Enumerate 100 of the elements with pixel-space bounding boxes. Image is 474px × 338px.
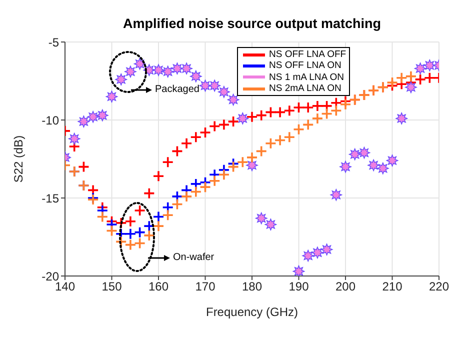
point — [264, 218, 277, 230]
point — [302, 102, 314, 114]
point — [143, 220, 156, 232]
point — [134, 204, 146, 216]
point — [292, 102, 305, 114]
point — [424, 60, 436, 72]
point — [78, 116, 90, 128]
point — [405, 81, 417, 94]
point — [134, 237, 146, 250]
point — [124, 228, 136, 240]
point — [414, 74, 426, 86]
point — [124, 238, 136, 251]
point — [180, 138, 192, 150]
point — [180, 190, 192, 202]
point — [264, 138, 277, 150]
point — [264, 106, 277, 118]
point — [274, 106, 286, 118]
y-tick-label: -10 — [42, 113, 60, 128]
point — [386, 154, 398, 166]
point — [124, 216, 136, 228]
point — [180, 62, 192, 74]
y-tick-label: -15 — [42, 191, 60, 206]
point — [320, 244, 333, 256]
point — [302, 250, 314, 262]
legend-label: NS 1 mA LNA ON — [269, 72, 344, 83]
point — [227, 94, 240, 106]
point — [162, 209, 174, 222]
y-tick-label: -5 — [48, 35, 60, 50]
legend-label: NS OFF LNA ON — [269, 60, 342, 72]
point — [320, 100, 333, 112]
x-axis-title: Frequency (GHz) — [206, 305, 298, 319]
point — [162, 66, 174, 78]
point — [284, 104, 296, 117]
x-tick-label: 210 — [382, 280, 403, 294]
point — [96, 109, 108, 122]
chart-title: Amplified noise source output matching — [122, 16, 382, 31]
point — [405, 70, 417, 82]
point — [246, 152, 258, 164]
point — [377, 162, 389, 174]
point — [190, 131, 202, 144]
x-tick-label: 150 — [102, 280, 122, 294]
point — [424, 72, 436, 84]
point — [115, 236, 127, 248]
point — [330, 188, 342, 201]
point — [312, 112, 324, 124]
point — [115, 217, 127, 229]
x-tick-label: 200 — [335, 280, 356, 294]
point — [152, 64, 164, 76]
point — [330, 104, 342, 117]
point — [68, 132, 80, 145]
x-tick-label: 160 — [148, 280, 169, 294]
point — [199, 80, 212, 92]
point — [171, 145, 184, 158]
point — [190, 178, 202, 190]
legend-label: NS OFF LNA OFF — [269, 49, 346, 60]
point — [302, 118, 314, 131]
point — [227, 160, 240, 173]
point — [96, 210, 108, 223]
point — [208, 120, 220, 132]
point — [190, 186, 202, 198]
point — [171, 198, 184, 210]
point — [162, 156, 174, 168]
point — [246, 110, 258, 123]
legend-label: NS 2mA LNA ON — [269, 82, 342, 94]
point — [87, 110, 99, 123]
point — [106, 90, 118, 102]
point — [218, 86, 230, 98]
point — [190, 70, 202, 82]
point — [414, 62, 426, 74]
point — [236, 156, 249, 168]
point — [386, 76, 398, 88]
y-axis-title: S22 (dB) — [11, 135, 26, 183]
x-tick-label: 190 — [288, 280, 310, 294]
point — [292, 265, 305, 276]
point — [218, 168, 230, 180]
point — [199, 126, 212, 138]
point — [78, 160, 90, 173]
x-tick-label: 220 — [428, 280, 450, 294]
point — [208, 174, 220, 187]
point — [284, 131, 296, 144]
point — [255, 109, 268, 122]
point — [340, 98, 352, 110]
point — [152, 220, 164, 232]
annotation: Packaged — [155, 84, 200, 96]
point — [199, 181, 212, 193]
point — [274, 134, 286, 146]
x-tick-label: 180 — [242, 280, 262, 294]
point — [115, 74, 127, 86]
point — [143, 230, 156, 242]
point — [134, 58, 146, 70]
point — [227, 116, 240, 128]
point — [312, 246, 324, 258]
point — [368, 159, 380, 172]
point — [396, 72, 408, 84]
point — [152, 210, 164, 223]
point — [106, 224, 118, 237]
point — [134, 226, 146, 238]
point — [320, 108, 333, 120]
point — [348, 148, 361, 160]
point — [152, 170, 164, 182]
